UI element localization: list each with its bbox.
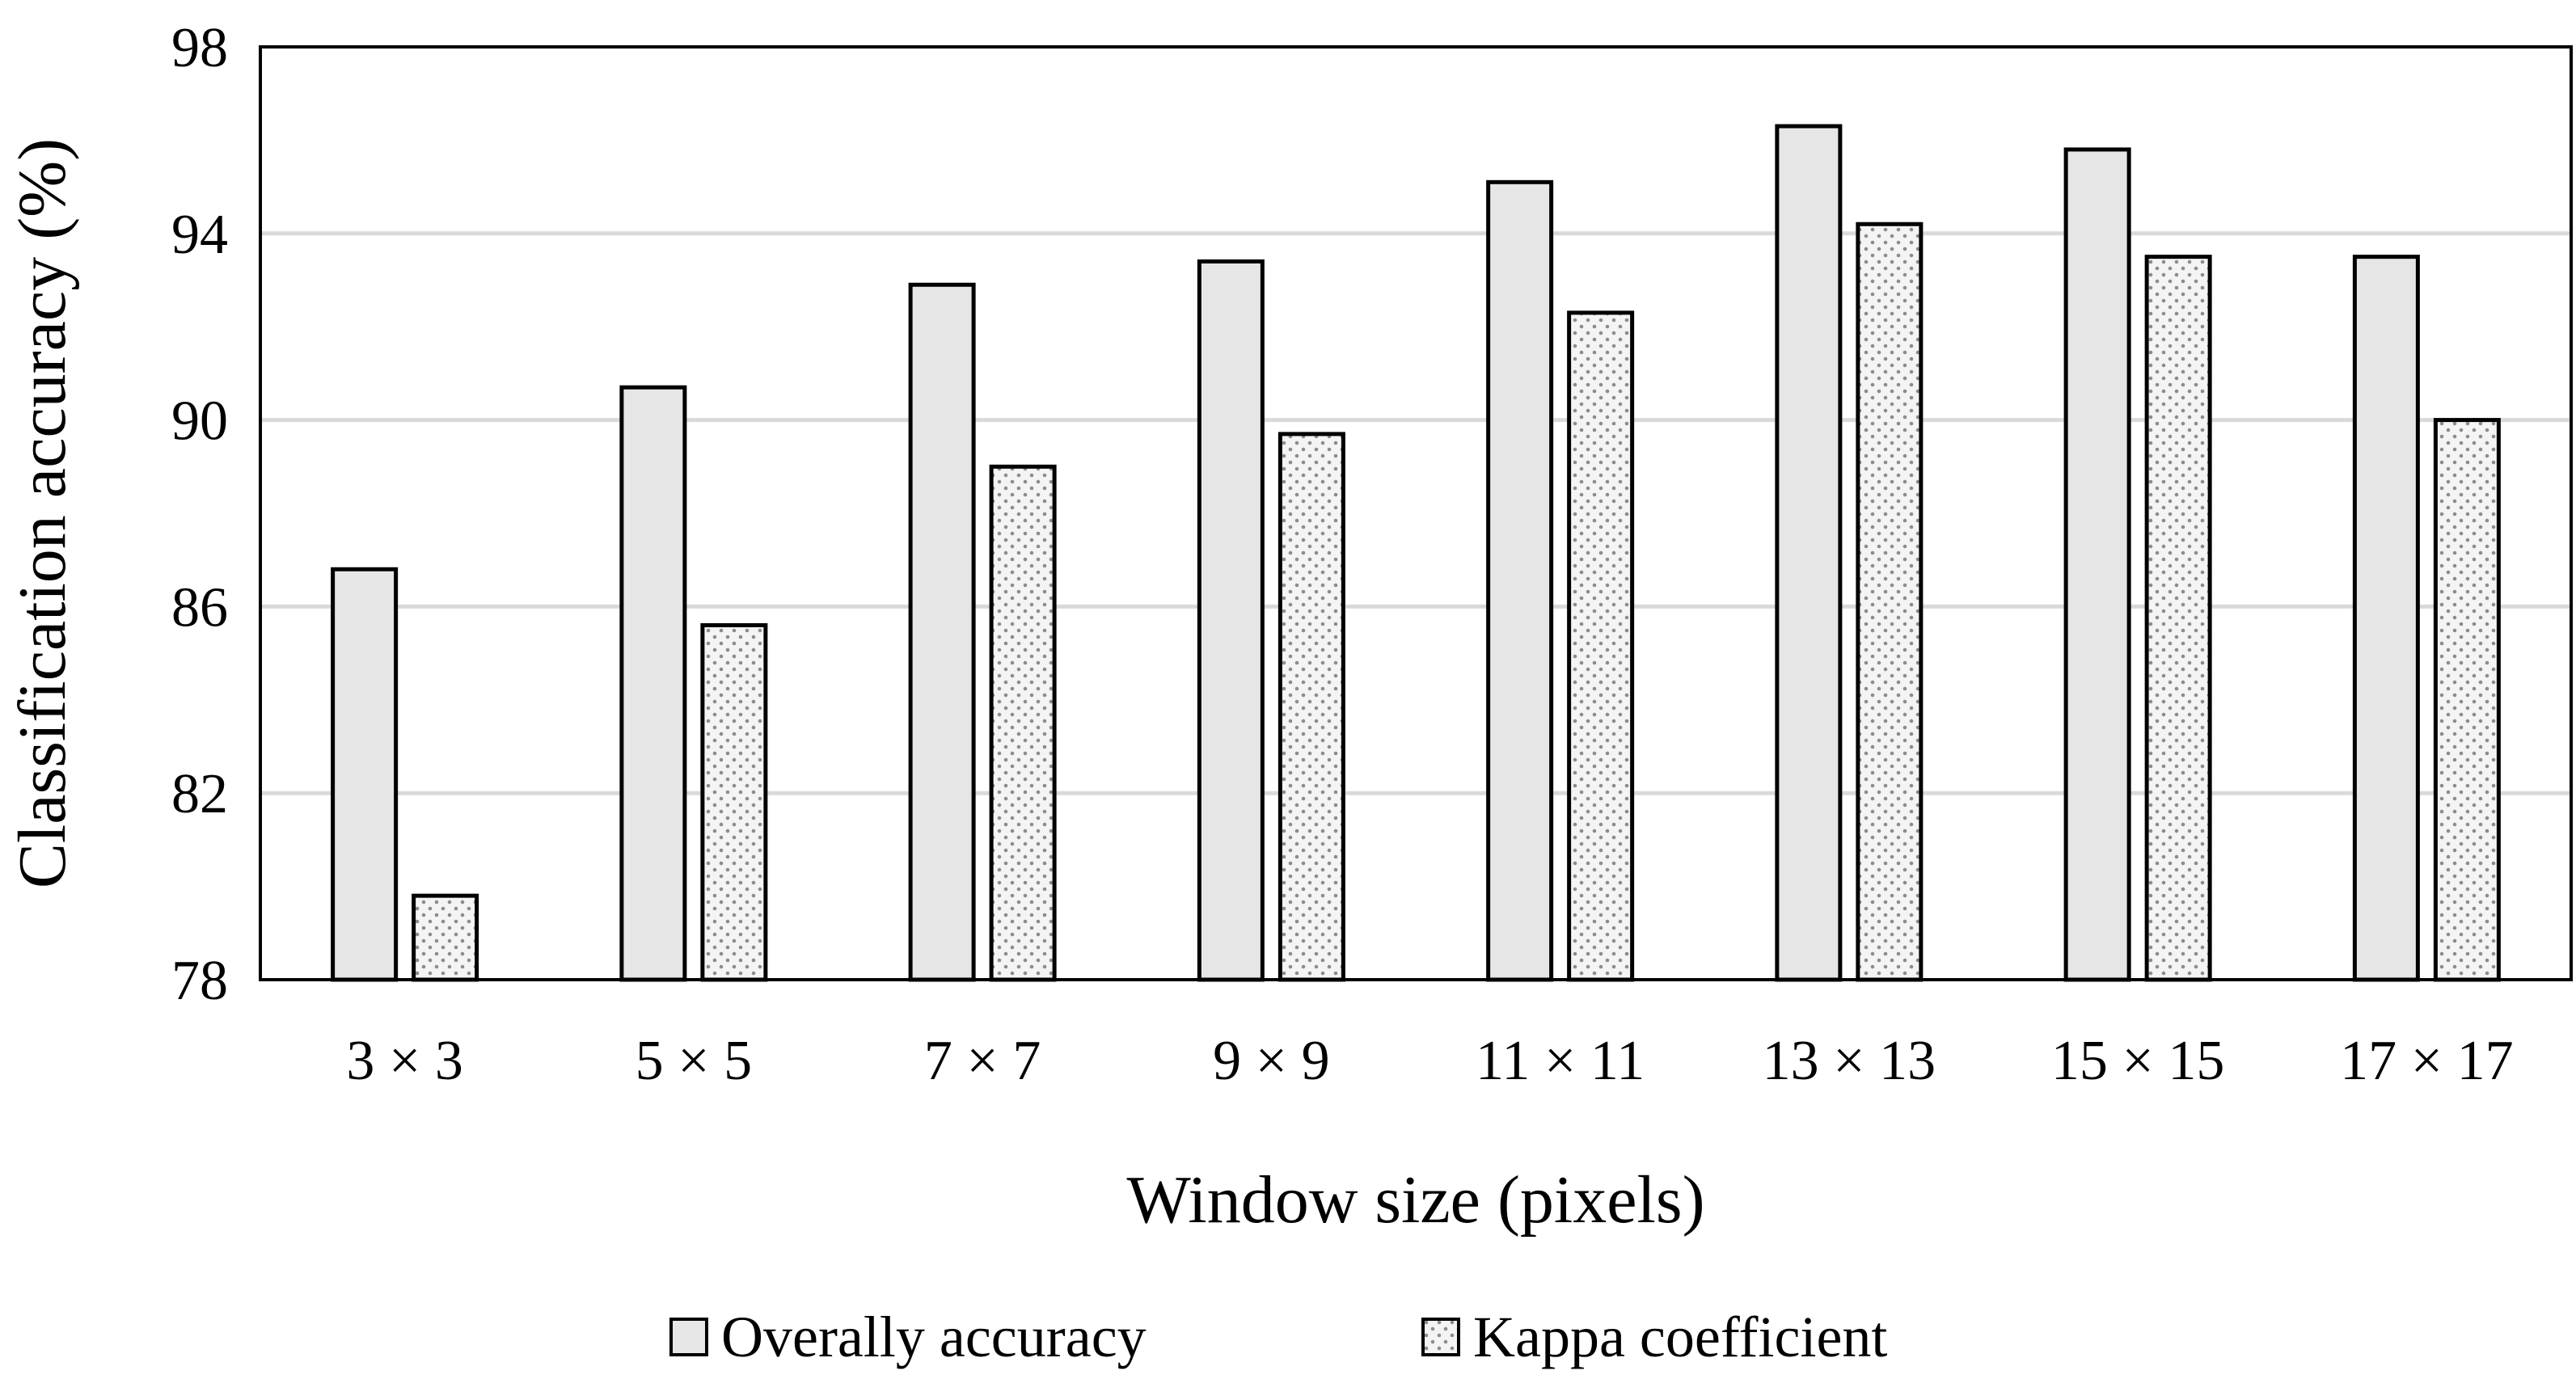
y-tick-label: 98 bbox=[171, 17, 228, 79]
y-axis-ticks: 78 82 86 90 94 98 bbox=[171, 17, 228, 1012]
bar-kappa-coefficient bbox=[412, 893, 479, 982]
x-tick-label: 7 × 7 bbox=[924, 1030, 1041, 1092]
x-axis-ticks: 3 × 3 5 × 5 7 × 7 9 × 9 11 × 11 13 × 13 15 × 1… bbox=[346, 1030, 2513, 1092]
bar-overall-accuracy bbox=[619, 385, 687, 982]
x-tick-label: 9 × 9 bbox=[1213, 1030, 1329, 1092]
plot-area-frame bbox=[259, 45, 2573, 981]
y-tick-label: 94 bbox=[171, 204, 228, 266]
y-axis-title: Classification accuracy (%) bbox=[5, 138, 80, 888]
bar-kappa-coefficient bbox=[1277, 432, 1345, 982]
bar-kappa-coefficient bbox=[1856, 221, 1924, 982]
bar-overall-accuracy bbox=[908, 282, 976, 982]
x-axis-title: Window size (pixels) bbox=[1126, 1162, 1704, 1238]
bar-overall-accuracy bbox=[2352, 255, 2420, 982]
bar-overall-accuracy bbox=[2063, 147, 2131, 982]
y-tick-label: 86 bbox=[171, 576, 228, 639]
bar-kappa-coefficient bbox=[989, 464, 1057, 982]
legend: Overally accuracy Kappa coefficient bbox=[669, 1305, 1887, 1369]
gridlines bbox=[260, 231, 2571, 795]
bar-overall-accuracy bbox=[1775, 124, 1843, 982]
x-tick-label: 15 × 15 bbox=[2051, 1030, 2224, 1092]
y-tick-label: 82 bbox=[171, 763, 228, 825]
bar-kappa-coefficient bbox=[2144, 255, 2212, 982]
legend-label-overall-accuracy: Overally accuracy bbox=[721, 1305, 1147, 1369]
bar-overall-accuracy bbox=[1486, 179, 1554, 982]
x-tick-label: 3 × 3 bbox=[346, 1030, 462, 1092]
bar-kappa-coefficient bbox=[700, 622, 768, 982]
x-tick-label: 11 × 11 bbox=[1476, 1030, 1645, 1092]
y-tick-label: 90 bbox=[171, 390, 228, 453]
y-tick-label: 78 bbox=[171, 950, 228, 1012]
legend-swatch-kappa-coefficient bbox=[1421, 1318, 1460, 1356]
bar-overall-accuracy bbox=[331, 567, 399, 982]
bar-kappa-coefficient bbox=[2433, 418, 2501, 982]
legend-label-kappa-coefficient: Kappa coefficient bbox=[1473, 1305, 1887, 1369]
x-tick-label: 17 × 17 bbox=[2340, 1030, 2513, 1092]
x-tick-label: 13 × 13 bbox=[1763, 1030, 1936, 1092]
bars bbox=[331, 124, 2501, 982]
bar-kappa-coefficient bbox=[1567, 310, 1635, 982]
legend-swatch-overall-accuracy bbox=[669, 1318, 708, 1356]
bar-overall-accuracy bbox=[1197, 259, 1265, 982]
x-tick-label: 5 × 5 bbox=[636, 1030, 752, 1092]
